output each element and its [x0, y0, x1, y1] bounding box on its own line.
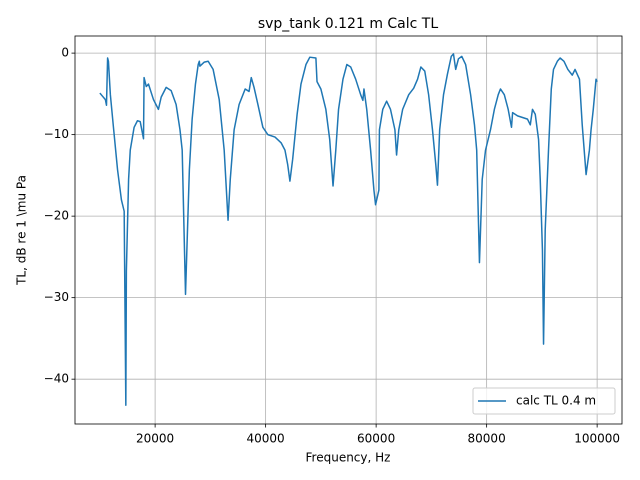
- y-tick-label: −30: [44, 290, 69, 304]
- legend-box: [472, 387, 616, 415]
- x-tick-label: 100000: [574, 432, 620, 446]
- y-tick-label: −20: [44, 209, 69, 223]
- y-tick-label: −10: [44, 127, 69, 141]
- x-tick-label: 60000: [357, 432, 395, 446]
- legend-label: calc TL 0.4 m: [516, 394, 596, 408]
- y-tick-label: −40: [44, 372, 69, 386]
- x-tick-label: 20000: [136, 432, 174, 446]
- axes-frame: [74, 35, 623, 425]
- y-tick-label: 0: [61, 46, 69, 60]
- chart-title: svp_tank 0.121 m Calc TL: [258, 16, 439, 32]
- x-tick-label: 40000: [247, 432, 285, 446]
- data-line: [99, 53, 598, 406]
- x-axis-label: Frequency, Hz: [306, 451, 391, 465]
- x-tick-label: 80000: [468, 432, 506, 446]
- y-axis-label: TL, dB re 1 \mu Pa: [15, 175, 29, 286]
